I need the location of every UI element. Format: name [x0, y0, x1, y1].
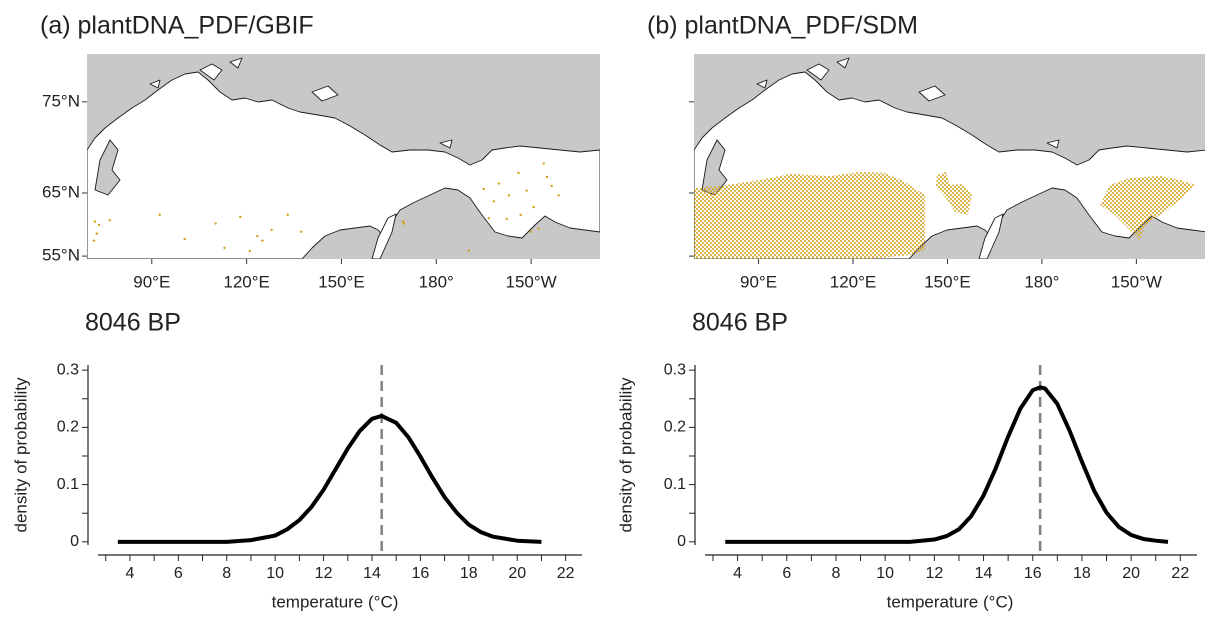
- density-curve: [725, 385, 1169, 544]
- occurrence-point: [402, 222, 406, 225]
- y-axis-label: density of probability: [616, 377, 635, 532]
- x-axis-label: temperature (°C): [887, 592, 1014, 611]
- y-tick-label: 0.3: [57, 361, 79, 378]
- occurrence-point: [532, 205, 535, 209]
- x-tick-label: 6: [782, 565, 791, 582]
- occurrence-point: [529, 230, 532, 233]
- x-tick-label: 150°W: [1111, 272, 1162, 291]
- occurrence-point: [92, 239, 96, 242]
- x-tick-label: 16: [412, 565, 430, 582]
- x-tick-label: 14: [975, 565, 993, 582]
- occurrence-point: [519, 213, 522, 217]
- x-tick-label: 120°E: [223, 272, 270, 291]
- x-tick-label: 180°: [1024, 272, 1059, 291]
- occurrence-point: [525, 189, 528, 192]
- occurrence-point: [223, 246, 226, 250]
- density-curve: [117, 413, 542, 544]
- x-tick-label: 90°E: [133, 272, 170, 291]
- y-axis-label: density of probability: [11, 377, 30, 532]
- panel-title: (b) plantDNA_PDF/SDM: [647, 12, 918, 40]
- x-tick-label: 150°E: [924, 272, 971, 291]
- x-tick-label: 4: [733, 565, 742, 582]
- occurrence-point: [256, 234, 259, 238]
- occurrence-point: [261, 239, 264, 242]
- y-tick-label: 65°N: [42, 182, 80, 201]
- x-tick-label: 14: [363, 565, 381, 582]
- y-tick-label: 0.2: [664, 419, 686, 436]
- x-tick-label: 150°E: [318, 272, 365, 291]
- y-tick-label: 0.3: [664, 361, 686, 378]
- occurrence-point: [95, 232, 98, 235]
- occurrence-point: [487, 217, 490, 220]
- occurrence-point: [537, 227, 540, 230]
- x-tick-label: 12: [925, 565, 943, 582]
- x-tick-label: 22: [1171, 565, 1189, 582]
- x-tick-label: 8: [222, 565, 231, 582]
- x-tick-label: 4: [125, 565, 134, 582]
- x-tick-label: 18: [1073, 565, 1091, 582]
- occurrence-point: [507, 194, 511, 197]
- x-tick-label: 120°E: [830, 272, 877, 291]
- x-axis-label: temperature (°C): [272, 592, 399, 611]
- panel-title: (a) plantDNA_PDF/GBIF: [40, 12, 314, 40]
- x-tick-label: 150°W: [505, 272, 556, 291]
- occurrence-point: [183, 237, 186, 241]
- y-tick-label: 75°N: [42, 91, 80, 110]
- occurrence-point: [158, 213, 161, 217]
- basemap: [87, 54, 600, 259]
- chart-title: 8046 BP: [85, 309, 181, 337]
- occurrence-point: [108, 219, 111, 222]
- x-tick-label: 18: [460, 565, 478, 582]
- occurrence-point: [214, 222, 217, 225]
- occurrence-point: [492, 200, 495, 203]
- x-tick-label: 8: [832, 565, 841, 582]
- occurrence-point: [517, 171, 520, 175]
- x-tick-label: 90°E: [740, 272, 777, 291]
- occurrence-point: [286, 213, 289, 217]
- x-tick-label: 10: [266, 565, 284, 582]
- occurrence-point: [545, 175, 549, 179]
- y-tick-label: 0: [677, 533, 686, 550]
- occurrence-point: [550, 184, 553, 188]
- chart-title: 8046 BP: [692, 309, 788, 337]
- occurrence-point: [93, 220, 97, 223]
- x-tick-label: 6: [174, 565, 183, 582]
- occurrence-point: [401, 220, 405, 223]
- occurrence-point: [482, 187, 485, 191]
- x-tick-label: 20: [1122, 565, 1140, 582]
- y-tick-label: 55°N: [42, 246, 80, 265]
- x-tick-label: 22: [557, 565, 575, 582]
- y-tick-label: 0: [70, 533, 79, 550]
- occurrence-point: [300, 230, 303, 233]
- y-tick-label: 0.2: [57, 419, 79, 436]
- x-tick-label: 10: [876, 565, 894, 582]
- x-tick-label: 20: [508, 565, 526, 582]
- occurrence-point: [497, 182, 501, 185]
- occurrence-point: [248, 249, 251, 253]
- x-tick-label: 16: [1024, 565, 1042, 582]
- basemap: [694, 54, 1205, 259]
- x-tick-label: 180°: [419, 272, 454, 291]
- occurrence-point: [505, 217, 508, 221]
- occurrence-area: [694, 172, 1195, 259]
- x-tick-label: 12: [315, 565, 333, 582]
- occurrence-point: [97, 223, 101, 227]
- occurrence-point: [467, 249, 471, 252]
- y-tick-label: 0.1: [57, 476, 79, 493]
- occurrence-point: [557, 194, 560, 197]
- occurrence-point: [270, 228, 273, 232]
- occurrence-point: [542, 162, 545, 165]
- y-tick-label: 0.1: [664, 476, 686, 493]
- occurrence-point: [239, 215, 242, 219]
